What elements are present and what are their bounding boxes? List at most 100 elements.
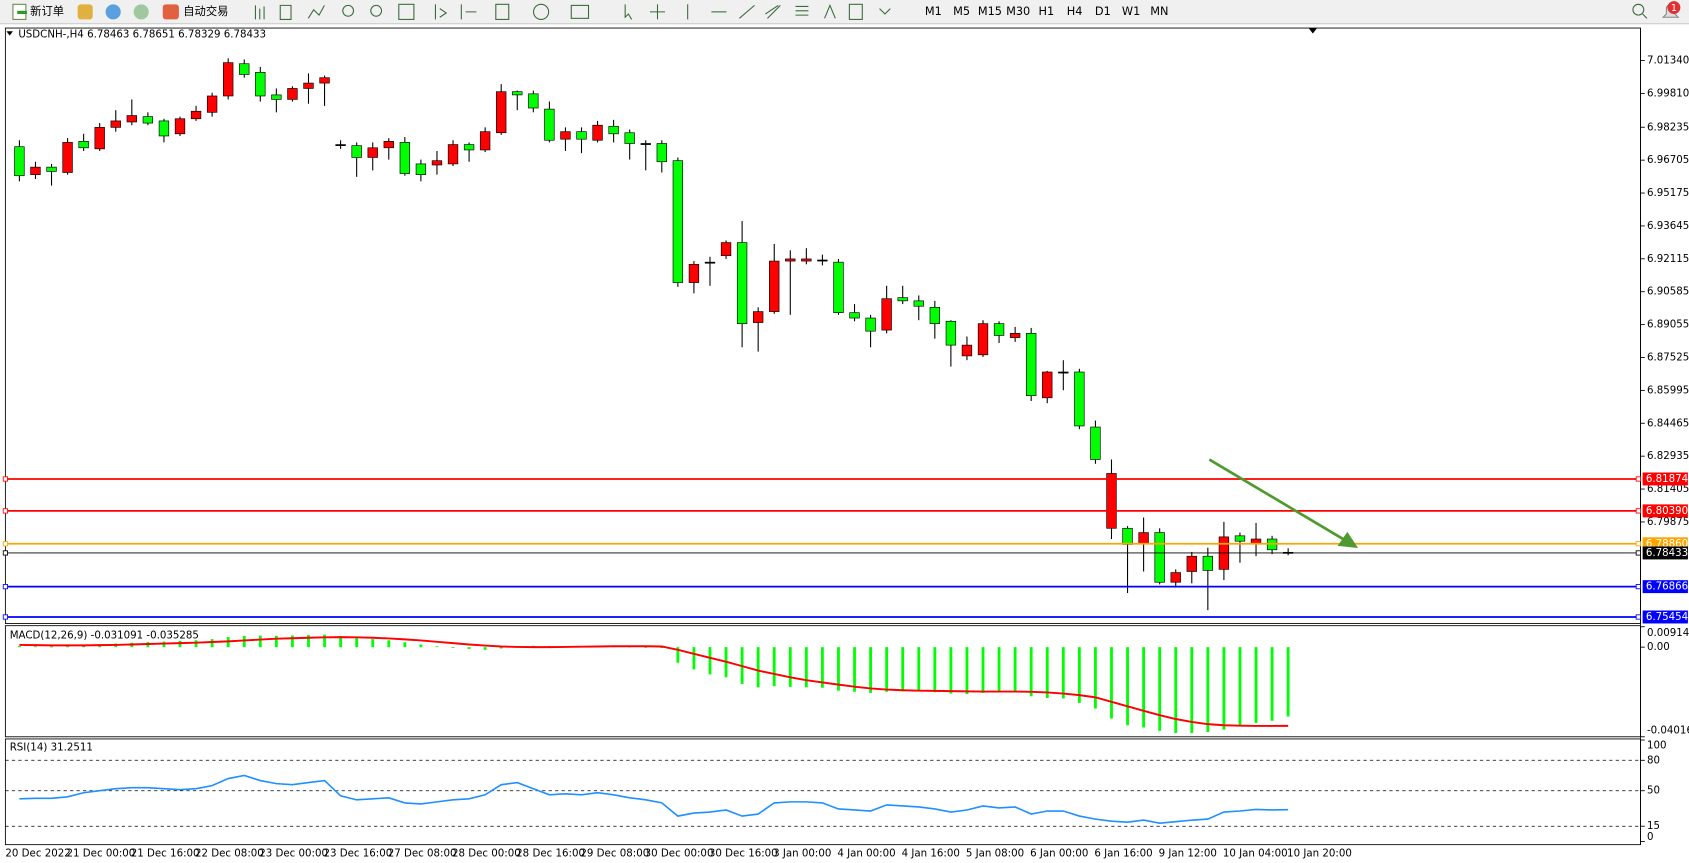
macd-histogram-bar bbox=[483, 647, 487, 650]
candle-body bbox=[769, 260, 780, 312]
search-icon[interactable] bbox=[1632, 3, 1648, 19]
indicators-icon[interactable] bbox=[495, 3, 510, 20]
symbol-menu-arrow[interactable] bbox=[6, 31, 13, 36]
price-label: 6.78433 bbox=[1646, 547, 1688, 559]
candle-body bbox=[1186, 555, 1197, 572]
zoom-out-icon[interactable] bbox=[370, 4, 383, 17]
x-tick-label: 6 Jan 00:00 bbox=[1030, 847, 1088, 859]
templates-icon[interactable] bbox=[570, 4, 590, 19]
chart-shift-marker bbox=[1308, 28, 1318, 34]
chart-marks: 7.01340 6.99810 6.98235 6.96705 6.95175 6.936… bbox=[2, 55, 1689, 859]
y-tick-label: 100 bbox=[1647, 739, 1667, 751]
channel-icon[interactable] bbox=[764, 4, 781, 19]
macd-histogram-bar bbox=[1013, 647, 1017, 693]
candle-body bbox=[287, 88, 298, 100]
macd-histogram-bar bbox=[1094, 647, 1097, 709]
shift-icon[interactable] bbox=[460, 4, 477, 20]
y-tick-label: 50 bbox=[1647, 785, 1660, 797]
x-tick-label: 23 Dec 00:00 bbox=[259, 847, 328, 859]
y-tick-label: 6.98235 bbox=[1647, 121, 1689, 133]
timeframe-button[interactable]: W1 bbox=[1122, 4, 1140, 18]
macd-histogram-bar bbox=[435, 646, 439, 648]
y-tick-label: 6.95175 bbox=[1647, 187, 1689, 199]
notification-badge bbox=[1667, 1, 1681, 15]
cursor-icon[interactable] bbox=[624, 4, 633, 20]
auto-trading-button[interactable]: 自动交易 bbox=[162, 4, 229, 20]
y-tick-label: 6.89055 bbox=[1647, 319, 1689, 331]
label-icon[interactable] bbox=[848, 3, 863, 20]
candle-body bbox=[865, 317, 876, 332]
candle-body bbox=[1122, 527, 1133, 545]
periods-icon[interactable] bbox=[532, 3, 550, 20]
timeframe-button[interactable]: M5 bbox=[953, 4, 970, 18]
navigator-icon[interactable] bbox=[105, 4, 121, 20]
candle-body bbox=[447, 144, 459, 165]
market-watch-icon[interactable] bbox=[77, 4, 93, 20]
candle-body bbox=[463, 144, 475, 151]
macd-histogram-bar bbox=[1142, 647, 1146, 728]
timeframe-button[interactable]: M15 bbox=[978, 4, 1002, 18]
macd-histogram-bar bbox=[50, 646, 53, 648]
scroll-icon[interactable] bbox=[434, 4, 448, 20]
candle-body bbox=[255, 72, 266, 97]
timeframe-button[interactable]: H1 bbox=[1039, 4, 1055, 18]
macd-histogram-bar bbox=[756, 647, 760, 688]
macd-histogram-bar bbox=[403, 642, 407, 648]
level-anchor bbox=[2, 550, 8, 556]
macd-histogram-bar bbox=[692, 647, 696, 670]
timeframe-button[interactable]: M30 bbox=[1006, 4, 1030, 18]
fibo-icon[interactable] bbox=[795, 5, 809, 16]
tile-icon[interactable] bbox=[398, 3, 415, 20]
line-chart-icon[interactable] bbox=[307, 5, 325, 19]
timeframe-buttons: M1 M5 M15 M30 H1 H4 D1 W1 MN bbox=[925, 4, 1169, 18]
candle-chart-icon[interactable] bbox=[279, 4, 292, 20]
macd-histogram-bar bbox=[981, 647, 985, 693]
candle-body bbox=[303, 82, 314, 89]
macd-histogram-bar bbox=[34, 646, 37, 648]
macd-histogram-bar bbox=[837, 647, 840, 691]
terminal-icon[interactable] bbox=[133, 4, 149, 20]
candle-body bbox=[624, 132, 635, 144]
timeframe-button[interactable]: H4 bbox=[1067, 4, 1083, 18]
trendline-icon[interactable] bbox=[739, 4, 755, 19]
candle-body bbox=[319, 77, 330, 84]
candle-body bbox=[656, 143, 667, 163]
x-tick-label: 6 Jan 16:00 bbox=[1094, 847, 1152, 859]
bar-chart-icon[interactable] bbox=[254, 5, 265, 20]
candle-body bbox=[94, 127, 105, 150]
timeframe-button[interactable]: MN bbox=[1150, 4, 1168, 18]
crosshair-icon[interactable] bbox=[649, 4, 666, 20]
y-tick-label: 0.00 bbox=[1647, 641, 1670, 653]
trend-arrow-shaft bbox=[1208, 458, 1349, 543]
macd-histogram-bar bbox=[917, 647, 921, 692]
text-icon[interactable] bbox=[824, 3, 836, 19]
rsi-panel bbox=[4, 738, 1641, 846]
candle-body bbox=[977, 323, 989, 356]
candle-body bbox=[496, 91, 507, 134]
x-tick-label: 22 Dec 08:00 bbox=[195, 847, 264, 859]
y-tick-label: 6.96705 bbox=[1647, 154, 1689, 166]
level-anchor bbox=[1635, 584, 1641, 590]
trend-arrow bbox=[1208, 458, 1359, 549]
macd-histogram-bar bbox=[307, 635, 310, 648]
arrows-icon[interactable] bbox=[879, 8, 891, 15]
level-anchor bbox=[1635, 508, 1641, 514]
macd-histogram-bar bbox=[323, 634, 326, 648]
level-anchor bbox=[1635, 550, 1641, 556]
macd-histogram-bar bbox=[885, 647, 889, 692]
macd-histogram-bar bbox=[933, 647, 937, 693]
timeframe-button[interactable]: M1 bbox=[925, 4, 942, 18]
y-tick-label: 6.90585 bbox=[1647, 286, 1689, 298]
candle-body bbox=[1058, 371, 1069, 374]
notifications[interactable]: 1 bbox=[1661, 1, 1681, 18]
candle-body bbox=[431, 160, 443, 166]
zoom-in-icon[interactable] bbox=[342, 4, 355, 17]
candle-body bbox=[415, 163, 427, 175]
macd-histogram-bar bbox=[1222, 647, 1226, 730]
new-order-button[interactable]: 新订单 bbox=[12, 3, 64, 20]
y-tick-label: 80 bbox=[1647, 754, 1660, 766]
timeframe-button[interactable]: D1 bbox=[1095, 4, 1111, 18]
x-tick-label: 30 Dec 00:00 bbox=[645, 847, 714, 859]
